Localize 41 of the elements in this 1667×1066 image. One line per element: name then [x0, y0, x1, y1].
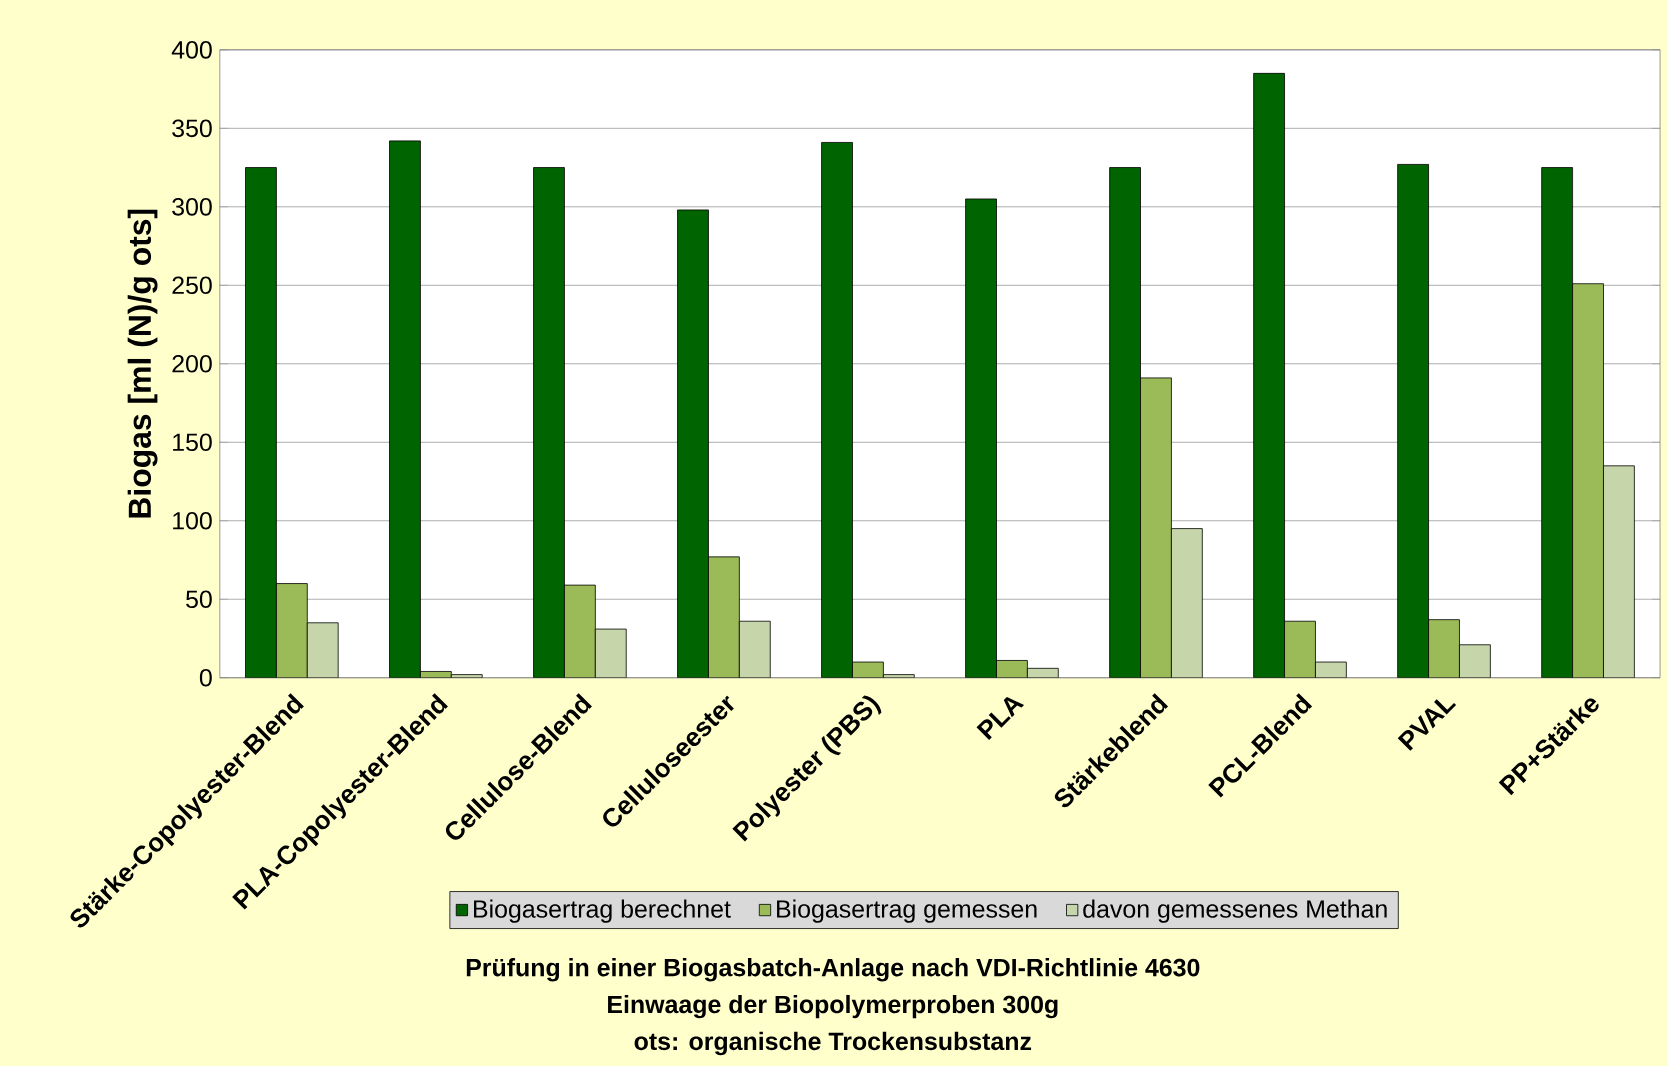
y-tick-label: 100: [173, 511, 212, 530]
legend-label: davon gemessenes Methan: [1083, 899, 1387, 923]
bar: [595, 628, 627, 678]
y-tick-label: 0: [199, 668, 212, 687]
y-tick-label: 50: [186, 590, 212, 608]
bar: [1572, 283, 1604, 678]
y-tick-label: 200: [172, 354, 212, 373]
text: Einwaage der Biopolymerproben 300g: [608, 994, 1058, 1019]
y-tick-label: 250: [172, 276, 212, 294]
bar: [1603, 465, 1635, 678]
y-tick-label: 300: [172, 197, 212, 216]
text: ots: organische Trockensubstanz: [634, 1031, 1032, 1055]
bar: [1541, 166, 1573, 678]
bar: [1109, 167, 1141, 678]
text: Prüfung in einer Biogasbatch-Anlage nach VDI-Richtlinie 4630: [466, 957, 1200, 982]
bar: [965, 198, 997, 678]
legend-label: Biogasertrag berechnet: [474, 899, 731, 923]
bar: [307, 622, 339, 678]
bar: [1284, 621, 1316, 678]
bar: [708, 556, 740, 678]
bar: [996, 660, 1028, 678]
y-tick-label: 350: [172, 119, 212, 137]
bar: [389, 140, 421, 678]
x-tick-label: PLA: [976, 696, 1025, 740]
bar: [564, 584, 596, 678]
legend-label: Biogasertrag gemessen: [777, 899, 1037, 923]
y-axis-title: Biogas [ml (N)/g ots]: [127, 209, 158, 518]
bar: [677, 209, 709, 678]
bar: [1171, 528, 1203, 678]
bar: [1253, 73, 1285, 678]
bar: [533, 167, 565, 678]
bar: [1397, 164, 1429, 678]
y-tick-label: 400: [171, 40, 212, 59]
bar: [1428, 619, 1460, 678]
bar: [739, 621, 771, 678]
bar: [245, 167, 277, 678]
bar: [276, 583, 308, 678]
y-tick-label: 150: [173, 433, 212, 451]
bar: [821, 142, 853, 678]
bar: [1140, 377, 1172, 678]
bar: [1459, 644, 1491, 678]
